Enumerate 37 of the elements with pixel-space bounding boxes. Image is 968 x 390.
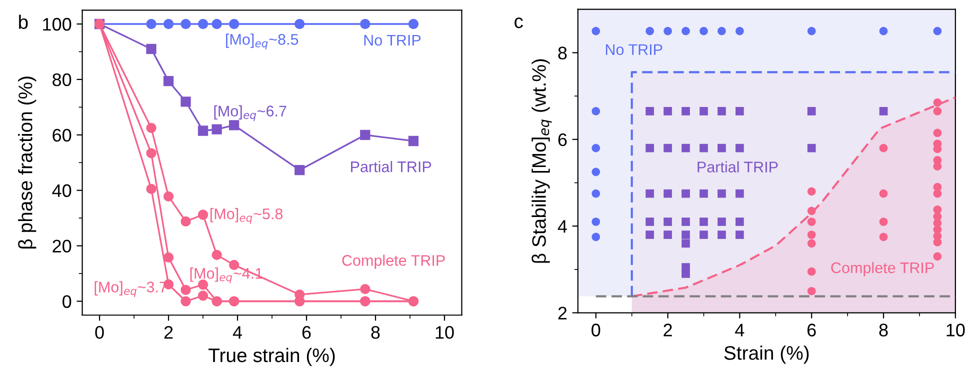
x-axis-title: Strain (%) <box>724 346 809 364</box>
x-tick-label: 10 <box>946 324 965 336</box>
x-tick-label: 4 <box>735 324 744 336</box>
x-tick-label: 6 <box>302 326 311 339</box>
y-tick-label: 4 <box>558 220 567 233</box>
y-tick-label: 40 <box>52 184 72 198</box>
x-tick-label: 6 <box>807 324 816 336</box>
annotation: [Mo]$_{eq}$~8.5 <box>226 34 298 50</box>
annotation: No TRIP <box>606 44 662 56</box>
y-tick-label: 80 <box>52 73 72 86</box>
y-tick-label: 0 <box>62 295 72 308</box>
y-tick-label: 100 <box>43 18 72 31</box>
annotation: No TRIP <box>364 34 421 46</box>
x-tick-label: 2 <box>164 326 173 339</box>
annotation: Complete TRIP <box>831 262 934 276</box>
y-axis-title: β Stability [Mo]$_{eq}$ (wt.%) <box>532 59 552 263</box>
y-tick-label: 8 <box>558 46 567 60</box>
annotation: [Mo]$_{eq}$~5.8 <box>210 208 283 224</box>
x-axis-title: True strain (%) <box>208 348 335 366</box>
x-tick-label: 2 <box>664 324 672 336</box>
x-tick-label: 10 <box>436 326 454 339</box>
annotation: Partial TRIP <box>351 161 432 172</box>
y-axis-title: β phase fraction (%) <box>18 76 36 248</box>
y-tick-label: 20 <box>52 240 72 253</box>
x-tick-label: 8 <box>879 324 888 336</box>
y-tick-label: 6 <box>558 133 567 146</box>
y-tick-label: 2 <box>558 306 567 320</box>
x-tick-label: 4 <box>232 326 242 339</box>
text: b <box>19 14 28 29</box>
y-tick-label: 60 <box>52 128 72 142</box>
x-tick-label: 8 <box>371 326 380 339</box>
annotation: Complete TRIP <box>342 254 445 269</box>
text: c <box>514 18 523 28</box>
x-tick-label: 0 <box>592 324 600 336</box>
annotation: Partial TRIP <box>698 161 778 172</box>
annotation: [Mo]$_{eq}$~6.7 <box>214 105 286 122</box>
x-tick-label: 0 <box>95 326 104 339</box>
